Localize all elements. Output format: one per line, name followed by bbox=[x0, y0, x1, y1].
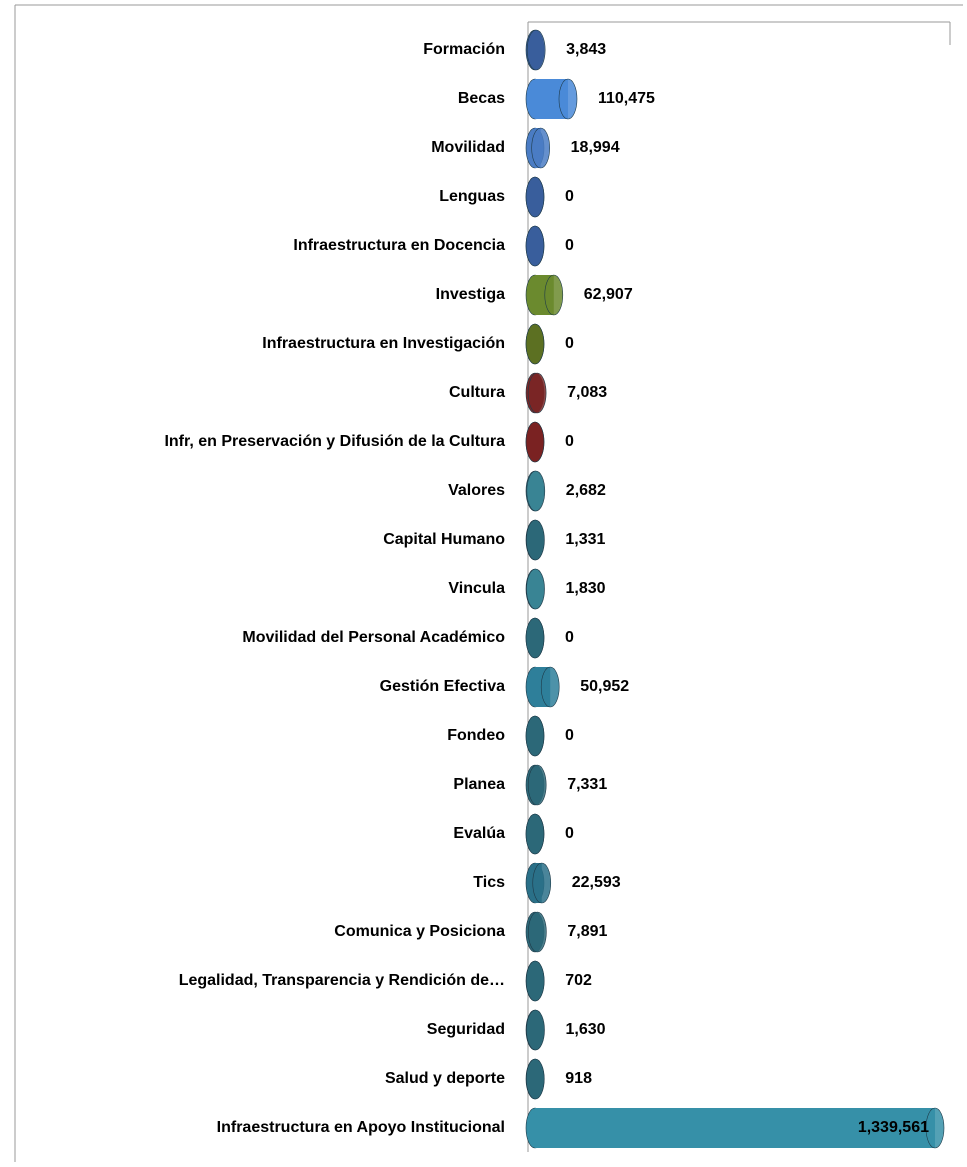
value-label: 110,475 bbox=[598, 90, 655, 107]
value-label: 2,682 bbox=[566, 482, 606, 499]
bar-end bbox=[526, 1010, 544, 1050]
bar-end bbox=[528, 912, 546, 952]
bar-end bbox=[526, 814, 544, 854]
value-label: 702 bbox=[565, 972, 592, 989]
value-label: 0 bbox=[565, 188, 574, 205]
value-label: 1,830 bbox=[566, 580, 606, 597]
value-label: 7,891 bbox=[567, 923, 607, 940]
value-label: 0 bbox=[565, 237, 574, 254]
bar-end bbox=[526, 520, 544, 560]
value-label: 18,994 bbox=[571, 139, 620, 156]
value-label: 7,083 bbox=[567, 384, 607, 401]
category-label: Lenguas bbox=[439, 188, 505, 205]
bar-end bbox=[526, 716, 544, 756]
bar-end bbox=[541, 667, 559, 707]
category-label: Vincula bbox=[448, 580, 505, 597]
value-label: 50,952 bbox=[580, 678, 629, 695]
bar-end bbox=[526, 1059, 544, 1099]
bar-end bbox=[559, 79, 577, 119]
bar-end bbox=[532, 128, 550, 168]
category-label: Investiga bbox=[436, 286, 505, 303]
value-label: 1,331 bbox=[565, 531, 605, 548]
bar-end bbox=[527, 569, 545, 609]
bar-end bbox=[527, 30, 545, 70]
bar-end bbox=[527, 471, 545, 511]
category-label: Tics bbox=[473, 874, 505, 891]
bar-end bbox=[526, 618, 544, 658]
bar-end bbox=[526, 226, 544, 266]
value-label: 0 bbox=[565, 433, 574, 450]
category-label: Infr, en Preservación y Difusión de la C… bbox=[164, 433, 505, 450]
category-label: Capital Humano bbox=[383, 531, 505, 548]
value-label: 1,630 bbox=[565, 1021, 605, 1038]
category-label: Planea bbox=[453, 776, 505, 793]
value-label: 0 bbox=[565, 629, 574, 646]
category-label: Infraestructura en Docencia bbox=[293, 237, 505, 254]
bar-end bbox=[528, 765, 546, 805]
value-label: 62,907 bbox=[584, 286, 633, 303]
value-label: 3,843 bbox=[566, 41, 606, 58]
category-label: Salud y deporte bbox=[385, 1070, 505, 1087]
category-label: Valores bbox=[448, 482, 505, 499]
category-label: Fondeo bbox=[447, 727, 505, 744]
category-label: Legalidad, Transparencia y Rendición de… bbox=[179, 972, 505, 989]
bar-end bbox=[526, 177, 544, 217]
bar-end bbox=[526, 422, 544, 462]
value-label: 0 bbox=[565, 335, 574, 352]
bar-end bbox=[526, 324, 544, 364]
bar-end bbox=[526, 961, 544, 1001]
category-label: Evalúa bbox=[453, 825, 505, 842]
bar-end bbox=[533, 863, 551, 903]
category-label: Movilidad bbox=[431, 139, 505, 156]
bar-end bbox=[545, 275, 563, 315]
category-label: Infraestructura en Investigación bbox=[262, 335, 505, 352]
category-label: Seguridad bbox=[427, 1021, 505, 1038]
value-label: 22,593 bbox=[572, 874, 621, 891]
value-label: 918 bbox=[565, 1070, 592, 1087]
category-label: Cultura bbox=[449, 384, 505, 401]
bar-end bbox=[528, 373, 546, 413]
category-label: Movilidad del Personal Académico bbox=[242, 629, 505, 646]
value-label: 0 bbox=[565, 825, 574, 842]
category-label: Infraestructura en Apoyo Institucional bbox=[217, 1119, 505, 1136]
category-label: Formación bbox=[423, 41, 505, 58]
category-label: Becas bbox=[458, 90, 505, 107]
value-label: 0 bbox=[565, 727, 574, 744]
value-label: 7,331 bbox=[567, 776, 607, 793]
value-label: 1,339,561 bbox=[858, 1119, 929, 1136]
category-label: Comunica y Posiciona bbox=[334, 923, 505, 940]
category-label: Gestión Efectiva bbox=[380, 678, 505, 695]
